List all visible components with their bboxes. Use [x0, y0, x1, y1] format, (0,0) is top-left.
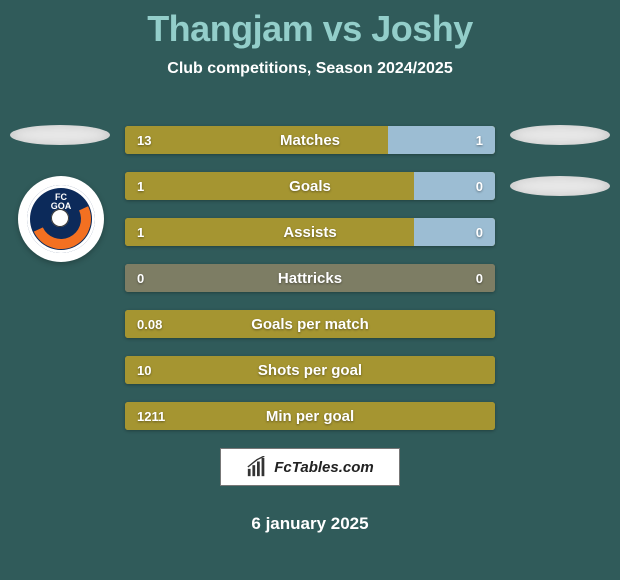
- stat-row: 10Shots per goal: [125, 356, 495, 384]
- stat-label: Shots per goal: [125, 356, 495, 384]
- chart-icon: [246, 456, 268, 478]
- stat-bars: 131Matches 10Goals 10Assists 00Hattricks 0.0…: [125, 126, 495, 430]
- stat-label: Matches: [125, 126, 495, 154]
- stat-label: Hattricks: [125, 264, 495, 292]
- player-oval-right-1: [510, 125, 610, 145]
- watermark: FcTables.com: [220, 448, 400, 486]
- page-title: Thangjam vs Joshy: [0, 0, 620, 50]
- club-badge-inner: FC GOA: [27, 185, 95, 253]
- comparison-card: Thangjam vs Joshy Club competitions, Sea…: [0, 0, 620, 580]
- stat-label: Min per goal: [125, 402, 495, 430]
- club-text: FC GOA: [51, 193, 72, 211]
- date: 6 january 2025: [0, 514, 620, 534]
- stat-label: Goals per match: [125, 310, 495, 338]
- stat-row: 10Goals: [125, 172, 495, 200]
- stat-row: 1211Min per goal: [125, 402, 495, 430]
- stat-row: 131Matches: [125, 126, 495, 154]
- stat-label: Assists: [125, 218, 495, 246]
- player-oval-left: [10, 125, 110, 145]
- club-ball: [51, 209, 69, 227]
- content-area: FC GOA 131Matches 10Goals 10Assists 00Hattr…: [0, 126, 620, 534]
- stat-label: Goals: [125, 172, 495, 200]
- stat-row: 00Hattricks: [125, 264, 495, 292]
- watermark-text: FcTables.com: [274, 459, 373, 476]
- stat-row: 10Assists: [125, 218, 495, 246]
- club-badge: FC GOA: [18, 176, 104, 262]
- subtitle: Club competitions, Season 2024/2025: [0, 60, 620, 78]
- stat-row: 0.08Goals per match: [125, 310, 495, 338]
- player-oval-right-2: [510, 176, 610, 196]
